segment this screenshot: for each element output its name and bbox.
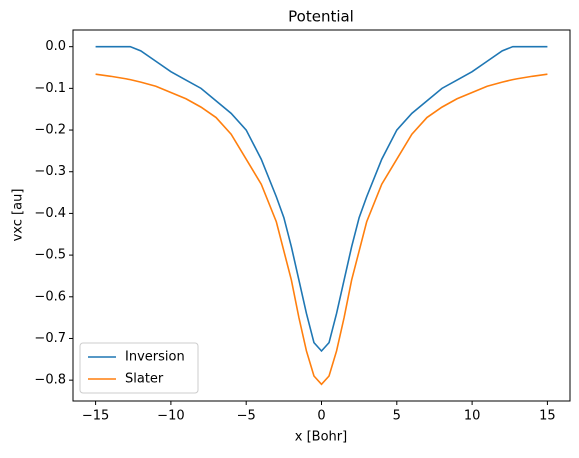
y-tick-label: −0.8 <box>34 373 66 388</box>
x-tick-label: 15 <box>539 409 556 424</box>
x-tick-label: −5 <box>237 409 256 424</box>
x-tick-label: −10 <box>157 409 184 424</box>
x-axis-label: x [Bohr] <box>295 430 347 445</box>
y-tick-label: −0.3 <box>34 164 66 179</box>
y-axis-label: vxc [au] <box>11 189 26 242</box>
line-series <box>95 73 548 386</box>
chart-title: Potential <box>288 8 354 26</box>
x-tick-label: 10 <box>464 409 481 424</box>
legend-label: Slater <box>125 372 164 387</box>
x-tick-label: 0 <box>317 409 325 424</box>
plot-frame <box>72 29 571 402</box>
y-tick-label: −0.4 <box>34 206 66 221</box>
y-tick-label: −0.7 <box>34 331 66 346</box>
y-tick-label: 0.0 <box>45 39 66 54</box>
x-tick-label: −15 <box>82 409 109 424</box>
x-tick-label: 5 <box>393 409 401 424</box>
y-tick-label: −0.1 <box>34 81 66 96</box>
y-tick-label: −0.5 <box>34 248 66 263</box>
legend-box <box>79 342 199 394</box>
line-series <box>95 45 548 353</box>
y-tick-label: −0.2 <box>34 123 66 138</box>
legend-label: Inversion <box>125 350 185 365</box>
y-tick-label: −0.6 <box>34 289 66 304</box>
